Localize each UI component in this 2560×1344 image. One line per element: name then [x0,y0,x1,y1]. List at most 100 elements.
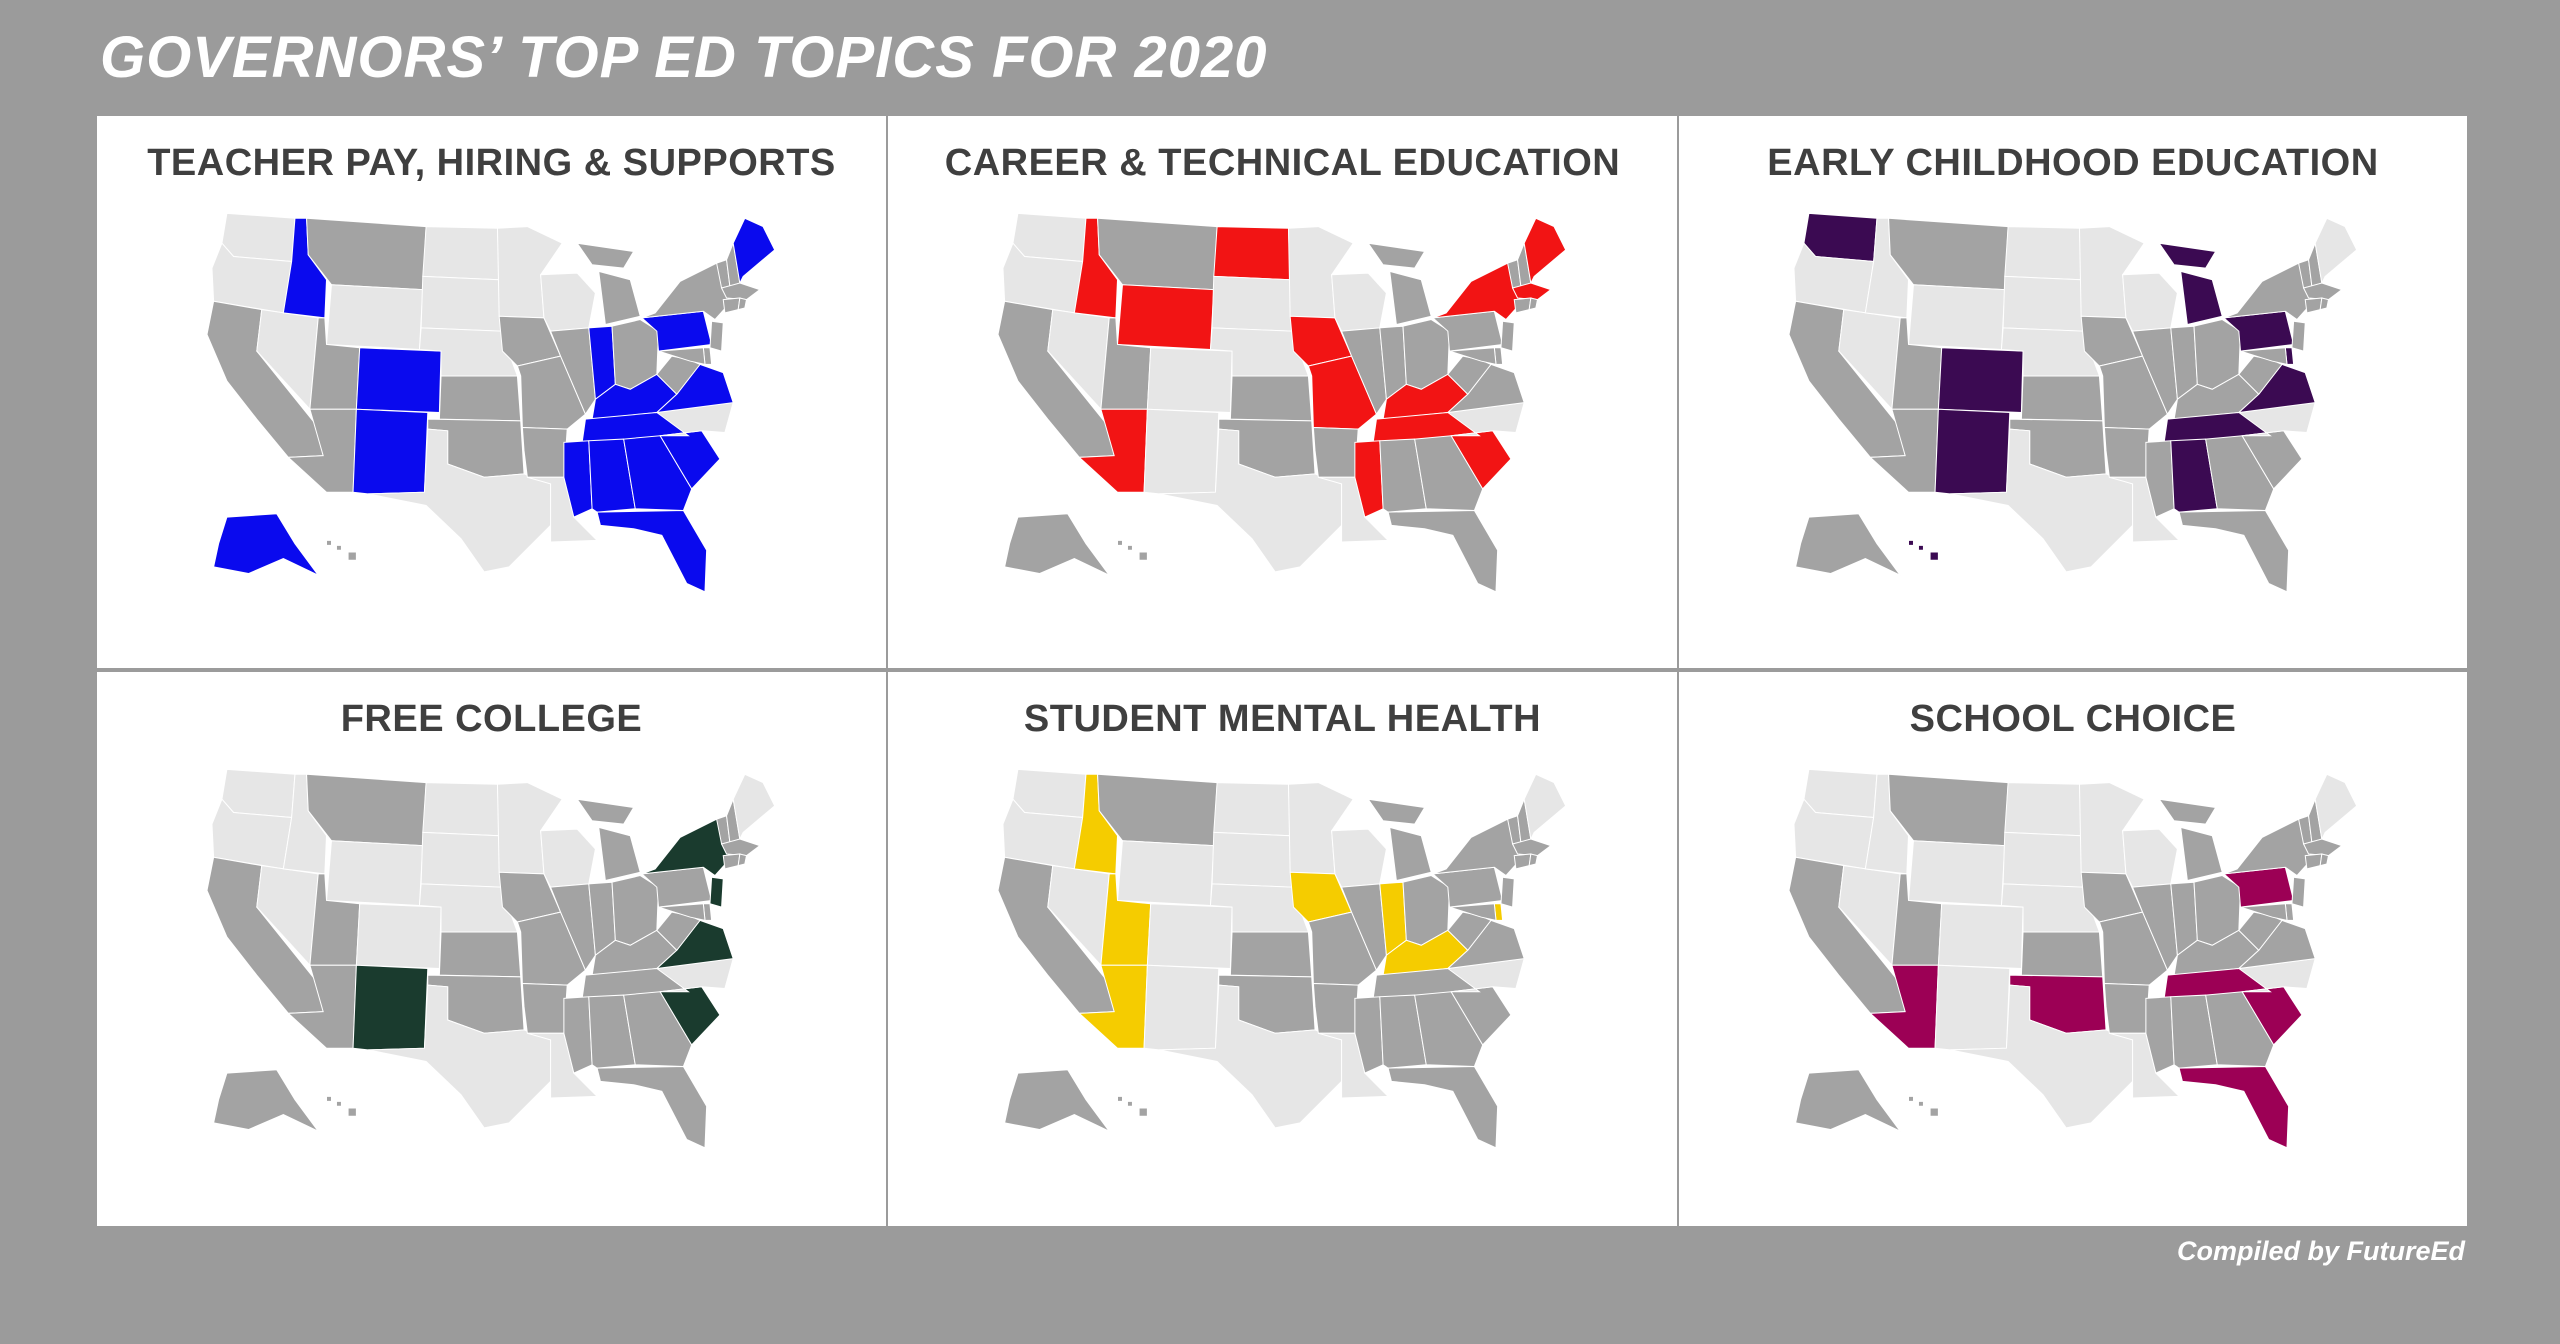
state-ga [2205,991,2275,1067]
panel-early-childhood: EARLY CHILDHOOD EDUCATION [1679,116,2467,668]
state-wa [1012,212,1087,262]
state-sd [420,831,502,888]
state-ri [737,853,748,867]
state-nm [1934,408,2011,495]
panel-career-technical: CAREER & TECHNICAL EDUCATION [888,116,1677,668]
state-ks [1229,375,1313,422]
state-ar [1312,982,1359,1034]
us-map [206,768,776,1149]
state-nm [1143,964,1220,1051]
state-il [549,883,596,972]
state-md [1449,347,1497,366]
panel-title: CAREER & TECHNICAL EDUCATION [944,142,1621,184]
state-ak [213,1069,319,1132]
state-co [355,347,442,414]
state-tx [1949,984,2134,1129]
state-ms [2145,996,2175,1074]
state-ct [1513,853,1532,870]
state-ms [563,440,593,518]
state-ms [1354,996,1384,1074]
state-nm [1934,964,2011,1051]
state-sd [1211,831,1293,888]
state-ar [2103,982,2150,1034]
map-grid: TEACHER PAY, HIRING & SUPPORTS CAREER & … [97,116,2467,1226]
state-al [1379,438,1427,513]
state-ri [2319,853,2330,867]
state-me [1523,217,1567,285]
state-ms [1354,440,1384,518]
state-va [655,363,734,414]
state-ri [2319,297,2330,311]
state-fl [2178,1065,2290,1149]
state-hi [1117,1095,1148,1117]
state-wi [2122,828,2178,888]
state-wy [1116,840,1215,906]
panel-mental-health: STUDENT MENTAL HEALTH [888,672,1677,1226]
state-ri [737,297,748,311]
state-hi [1908,539,1939,561]
state-wy [1907,840,2006,906]
state-wi [2122,272,2178,332]
state-al [2170,994,2218,1069]
state-wy [325,284,424,350]
state-wi [1331,828,1387,888]
state-ga [623,435,693,511]
state-md [658,347,706,366]
state-wa [1803,212,1878,262]
state-va [1446,363,1525,414]
panel-title: SCHOOL CHOICE [1909,698,2237,740]
state-ny [641,818,731,877]
state-md [1449,903,1497,922]
state-nd [1213,782,1291,837]
state-il [549,327,596,416]
state-ga [1414,435,1484,511]
panel-title: FREE COLLEGE [340,698,643,740]
credit-text: Compiled by FutureEd [2176,1236,2465,1266]
panel-teacher-pay: TEACHER PAY, HIRING & SUPPORTS [97,116,886,668]
state-ct [2304,853,2323,870]
state-fl [2178,509,2290,593]
panel-title: EARLY CHILDHOOD EDUCATION [1767,142,2379,184]
state-mi [576,242,641,326]
state-ma [720,838,761,857]
state-ma [2302,282,2343,301]
state-ga [623,991,693,1067]
state-al [1379,994,1427,1069]
state-mi [1367,242,1432,326]
state-tx [367,428,552,573]
state-ks [2020,375,2104,422]
state-wy [1116,284,1215,350]
state-me [732,217,776,285]
state-me [732,773,776,841]
state-sd [1211,275,1293,332]
state-fl [596,509,708,593]
state-me [2314,773,2358,841]
state-fl [1387,509,1499,593]
state-md [2240,347,2288,366]
state-ks [438,375,522,422]
state-ak [1004,1069,1110,1132]
state-md [2240,903,2288,922]
state-ri [1528,297,1539,311]
panel-title: STUDENT MENTAL HEALTH [1023,698,1542,740]
state-ga [2205,435,2275,511]
state-il [2131,327,2178,416]
state-nj [709,320,724,352]
panel-school-choice: SCHOOL CHOICE [1679,672,2467,1226]
us-map [206,212,776,593]
state-ks [2020,931,2104,978]
state-ny [2223,262,2313,321]
state-ks [1229,931,1313,978]
state-nm [352,964,429,1051]
state-hi [326,539,357,561]
state-ar [2103,426,2150,478]
state-ct [2304,297,2323,314]
state-wy [325,840,424,906]
state-ga [1414,991,1484,1067]
state-nm [352,408,429,495]
state-hi [1117,539,1148,561]
state-hi [1908,1095,1939,1117]
state-ar [521,426,568,478]
state-sd [2002,275,2084,332]
state-al [588,438,636,513]
